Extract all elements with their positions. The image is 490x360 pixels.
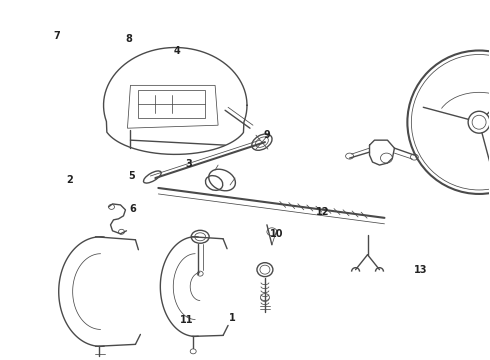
Text: 6: 6	[129, 204, 136, 214]
Text: 3: 3	[186, 159, 192, 169]
Text: 7: 7	[54, 31, 60, 41]
Text: 4: 4	[173, 46, 180, 56]
Text: 9: 9	[264, 130, 270, 140]
Text: 8: 8	[125, 35, 132, 44]
Text: 12: 12	[317, 207, 330, 217]
Text: 11: 11	[180, 315, 193, 325]
Text: 5: 5	[128, 171, 135, 181]
Text: 13: 13	[414, 265, 427, 275]
Text: 2: 2	[66, 175, 73, 185]
Text: 10: 10	[270, 229, 284, 239]
Text: 1: 1	[229, 313, 236, 323]
